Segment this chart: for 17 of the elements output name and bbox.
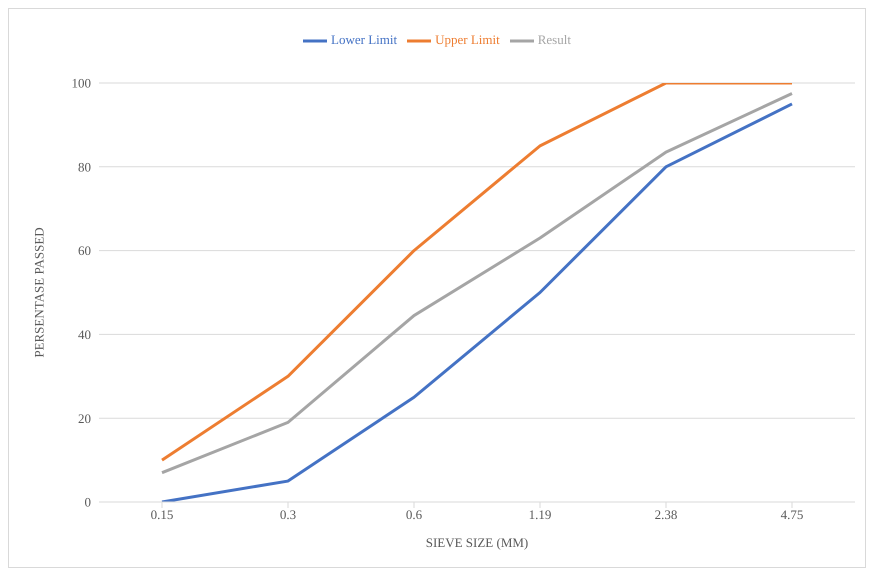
x-tick-label: 1.19: [528, 507, 552, 522]
y-tick-label: 80: [78, 159, 91, 174]
x-tick-label: 2.38: [654, 507, 678, 522]
legend-label: Lower Limit: [331, 32, 398, 47]
legend-label: Upper Limit: [435, 32, 500, 47]
y-tick-label: 20: [78, 410, 91, 426]
y-tick-label: 0: [84, 494, 91, 510]
y-tick-label: 40: [78, 327, 91, 342]
x-tick-label: 0.6: [406, 507, 423, 522]
x-tick-label: 4.75: [780, 507, 804, 522]
x-tick-label: 0.3: [280, 507, 296, 522]
legend-label: Result: [538, 32, 571, 47]
x-axis-title: SIEVE SIZE (MM): [426, 535, 528, 550]
y-tick-label: 100: [72, 76, 91, 91]
y-axis-title: PERSENTASE PASSED: [32, 227, 47, 358]
x-tick-label: 0.15: [150, 507, 174, 522]
y-tick-label: 60: [78, 243, 91, 258]
